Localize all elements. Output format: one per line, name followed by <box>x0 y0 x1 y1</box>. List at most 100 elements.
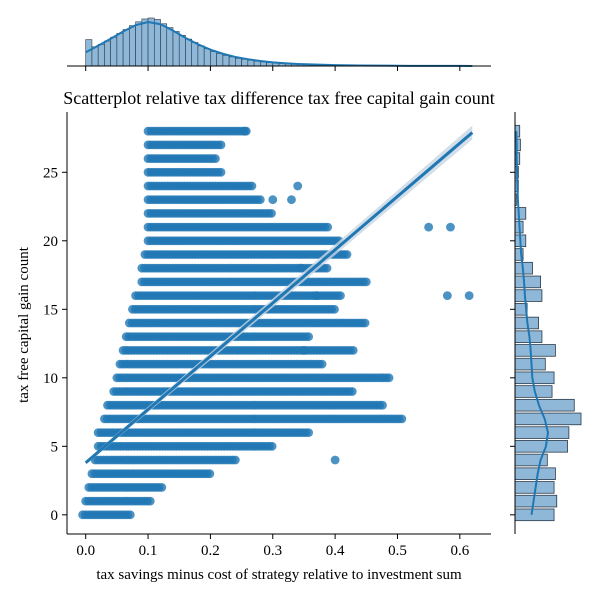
scatter-point <box>343 250 352 259</box>
scatter-row <box>144 209 276 218</box>
scatter-row <box>144 140 226 149</box>
scatter-row <box>88 469 215 478</box>
x-marginal-bar <box>254 61 260 66</box>
scatter-point <box>323 223 332 232</box>
scatter-point <box>247 182 256 191</box>
x-marginal-bar <box>248 60 254 66</box>
x-marginal-bar <box>154 19 160 66</box>
y-marginal-histogram <box>510 112 581 534</box>
x-marginal-bar <box>185 39 191 66</box>
scatter-point <box>331 456 340 465</box>
x-marginal-bar <box>98 44 104 66</box>
y-tick-label: 10 <box>43 371 58 387</box>
y-axis-label: tax free capital gain count <box>16 246 32 403</box>
scatter-point <box>296 264 305 273</box>
scatter-row <box>122 332 313 341</box>
scatter-point <box>349 346 358 355</box>
scatter-point <box>126 510 135 519</box>
x-marginal-bar <box>167 28 173 66</box>
x-marginal-bar <box>123 30 129 66</box>
x-marginal-histogram <box>67 18 491 71</box>
x-tick-label: 0.1 <box>139 543 158 559</box>
scatter-point <box>205 469 214 478</box>
scatter-point <box>304 428 313 437</box>
x-marginal-bar <box>136 22 142 66</box>
scatter-point <box>336 291 345 300</box>
scatter-row <box>144 127 251 136</box>
y-tick-label: 20 <box>43 234 58 250</box>
y-marginal-bar <box>515 290 542 302</box>
x-axis-label: tax savings minus cost of strategy relat… <box>96 567 462 583</box>
x-tick-label: 0.6 <box>450 543 469 559</box>
scatter-point <box>240 127 249 136</box>
chart-title: Scatterplot relative tax difference tax … <box>63 88 494 108</box>
y-marginal-bar <box>515 208 526 220</box>
y-marginal-bar <box>515 345 555 357</box>
scatter-row <box>112 373 393 382</box>
x-marginal-bar <box>229 57 235 66</box>
y-marginal-bar <box>515 372 554 384</box>
scatter-point <box>443 291 452 300</box>
scatter-point <box>330 305 339 314</box>
x-marginal-bar <box>117 33 123 66</box>
x-marginal-bar <box>111 37 117 66</box>
x-marginal-bar <box>242 59 248 66</box>
scatter-point <box>287 195 296 204</box>
x-tick-label: 0.3 <box>263 543 282 559</box>
scatter-point <box>465 291 474 300</box>
y-marginal-bar <box>515 440 568 452</box>
x-marginal-bar <box>104 41 110 66</box>
x-marginal-bar <box>192 42 198 66</box>
y-marginal-bar <box>515 468 555 480</box>
scatter-row <box>119 346 358 355</box>
scatter-row <box>144 182 257 191</box>
x-marginal-bar <box>129 26 135 66</box>
scatter-row <box>137 278 370 287</box>
x-marginal-bar <box>235 58 241 66</box>
y-marginal-bar <box>515 495 557 507</box>
scatter-row <box>144 195 265 204</box>
scatter-point <box>211 154 220 163</box>
scatter-point <box>267 209 276 218</box>
scatter-point <box>256 195 265 204</box>
scatter-point <box>424 223 433 232</box>
x-marginal-bar <box>210 52 216 66</box>
scatter-point <box>397 415 406 424</box>
x-tick-label: 0.2 <box>201 543 220 559</box>
scatter-row <box>91 456 240 465</box>
scatter-row <box>81 497 154 506</box>
x-marginal-bar <box>217 54 223 66</box>
scatter-row <box>84 483 166 492</box>
x-marginal-bar <box>204 49 210 66</box>
x-marginal-bar <box>223 55 229 66</box>
scatter-row <box>144 236 344 245</box>
scatter-point <box>146 497 155 506</box>
scatter-point <box>231 456 240 465</box>
scatter-point <box>323 264 332 273</box>
y-marginal-bar <box>515 358 545 370</box>
scatter-point <box>293 182 302 191</box>
scatter-row <box>78 510 134 519</box>
x-marginal-bar <box>173 31 179 66</box>
scatter-row <box>144 223 332 232</box>
scatter-row <box>116 360 327 369</box>
scatter-point <box>217 168 226 177</box>
y-marginal-bar <box>515 427 569 439</box>
scatter-row <box>109 387 356 396</box>
scatter-point <box>362 278 371 287</box>
scatter-row <box>141 250 352 259</box>
scatter-row <box>100 415 406 424</box>
x-marginal-bar <box>179 35 185 66</box>
scatter-point <box>361 319 370 328</box>
x-tick-label: 0.5 <box>388 543 407 559</box>
y-tick-label: 25 <box>43 165 58 181</box>
scatter-point <box>217 140 226 149</box>
scatter-point <box>157 483 166 492</box>
scatter-point <box>385 373 394 382</box>
scatter-point <box>446 223 455 232</box>
x-marginal-bar <box>92 47 98 66</box>
scatter-row <box>128 305 339 314</box>
